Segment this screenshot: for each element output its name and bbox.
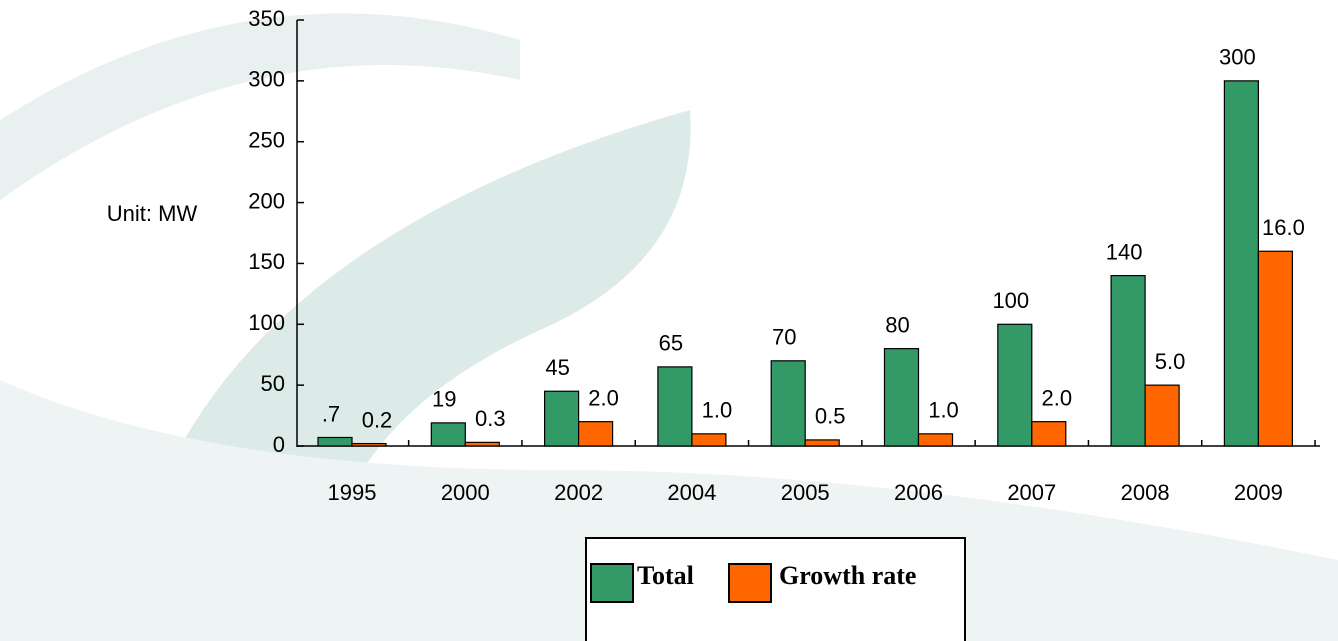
x-tick-label: 1995 — [328, 480, 377, 505]
x-tick-label: 2007 — [1007, 480, 1056, 505]
bar — [1031, 421, 1067, 447]
bar — [317, 436, 353, 447]
bar — [997, 323, 1033, 447]
data-label: 16.0 — [1262, 215, 1305, 240]
y-tick-label: 200 — [248, 188, 285, 213]
x-tick-label: 2008 — [1121, 480, 1170, 505]
legend: Total Growth rate — [585, 537, 966, 641]
data-label: 0.2 — [362, 407, 393, 432]
data-label: 19 — [432, 387, 456, 412]
bar — [430, 422, 466, 447]
data-label: 140 — [1106, 239, 1143, 264]
data-label: 80 — [885, 312, 909, 337]
x-tick-label: 2009 — [1234, 480, 1283, 505]
bar — [1144, 384, 1180, 447]
bar — [464, 441, 500, 447]
x-tick-label: 2004 — [667, 480, 716, 505]
data-label: 65 — [659, 331, 683, 356]
data-label: 300 — [1219, 45, 1256, 70]
axis-label: Unit: MW — [107, 201, 198, 226]
bar — [577, 421, 614, 447]
data-label: 1.0 — [702, 398, 733, 423]
y-tick-label: 100 — [248, 310, 285, 335]
y-tick-label: 300 — [248, 67, 285, 92]
y-tick-label: 250 — [248, 128, 285, 153]
data-label: 100 — [992, 288, 1029, 313]
x-tick-label: 2006 — [894, 480, 943, 505]
data-label: 2.0 — [588, 385, 619, 410]
bar — [770, 360, 806, 447]
bar — [917, 433, 954, 447]
x-tick-label: 2000 — [441, 480, 490, 505]
data-label: 5.0 — [1155, 349, 1186, 374]
bar — [657, 366, 693, 447]
data-label: 2.0 — [1042, 385, 1073, 410]
y-tick-label: 350 — [248, 6, 285, 31]
background — [0, 13, 1338, 641]
bar — [351, 442, 387, 447]
data-label: 0.5 — [815, 404, 846, 429]
data-label: 0.3 — [475, 406, 506, 431]
bar — [883, 348, 920, 447]
data-label: 70 — [772, 325, 796, 350]
y-tick-label: 150 — [248, 249, 285, 274]
data-label: 45 — [545, 355, 569, 380]
legend-label: Growth rate — [779, 561, 917, 590]
y-tick-label: 50 — [261, 371, 285, 396]
bar — [1110, 275, 1146, 447]
data-label: 1.0 — [928, 398, 959, 423]
bar — [543, 390, 580, 447]
bar — [804, 439, 840, 447]
legend-label: Total — [637, 561, 694, 590]
x-tick-label: 2005 — [781, 480, 830, 505]
bar — [1257, 250, 1294, 447]
bar — [691, 433, 727, 447]
x-tick-label: 2002 — [554, 480, 603, 505]
bar — [1223, 80, 1260, 447]
legend-swatch — [590, 563, 634, 603]
y-tick-label: 0 — [273, 432, 285, 457]
legend-swatch — [728, 563, 772, 603]
data-label: .7 — [322, 401, 340, 426]
